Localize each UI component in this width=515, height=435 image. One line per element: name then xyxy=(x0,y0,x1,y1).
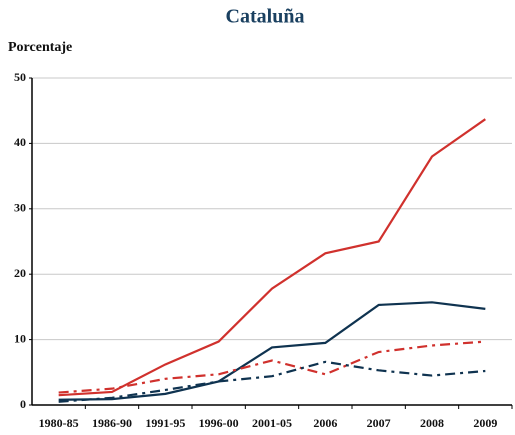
line-series xyxy=(58,118,486,397)
y-tick-label: 10 xyxy=(14,331,26,345)
x-tick-label: 1986-90 xyxy=(92,416,132,430)
x-tick-label: 1996-00 xyxy=(199,416,239,430)
x-tick-label: 2008 xyxy=(420,416,444,430)
y-tick-label: 40 xyxy=(14,135,26,149)
x-tick-label: 2007 xyxy=(367,416,391,430)
x-tick-label: 1991-95 xyxy=(145,416,185,430)
line-series xyxy=(58,340,486,394)
line-series xyxy=(58,301,486,401)
x-tick-label: 2009 xyxy=(473,416,497,430)
y-tick-label: 0 xyxy=(20,397,26,411)
y-axis-label: Porcentaje xyxy=(8,40,72,55)
x-tick-label: 2006 xyxy=(313,416,337,430)
y-tick-label: 30 xyxy=(14,201,26,215)
x-tick-label: 1980-85 xyxy=(39,416,79,430)
y-tick-label: 50 xyxy=(14,70,26,84)
line-series xyxy=(58,360,486,403)
chart-title: Cataluña xyxy=(226,6,305,28)
y-tick-label: 20 xyxy=(14,266,26,280)
x-tick-label: 2001-05 xyxy=(252,416,292,430)
